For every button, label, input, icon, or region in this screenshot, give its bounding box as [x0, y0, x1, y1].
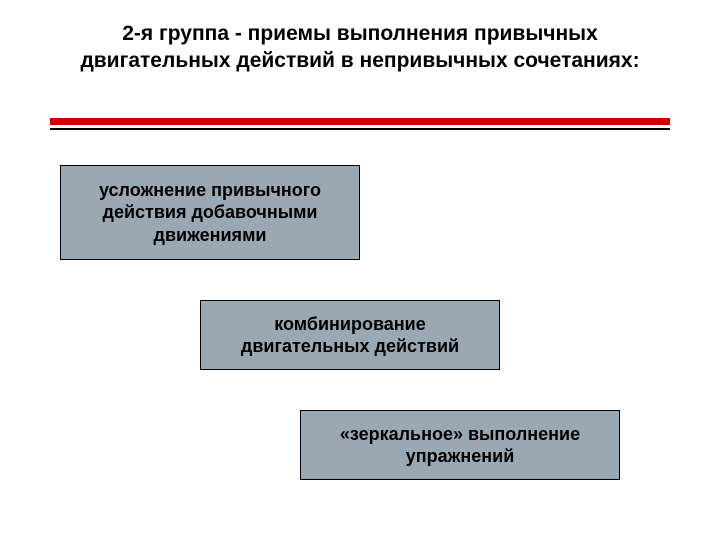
info-box-1-label: усложнение привычного действия добавочны…: [71, 179, 349, 247]
divider-thin: [50, 128, 670, 130]
slide-title: 2-я группа - приемы выполнения привычных…: [50, 20, 670, 75]
slide: 2-я группа - приемы выполнения привычных…: [0, 0, 720, 540]
info-box-1: усложнение привычного действия добавочны…: [60, 165, 360, 260]
info-box-3: «зеркальное» выполнение упражнений: [300, 410, 620, 480]
info-box-2-label: комбинирование двигательных действий: [211, 313, 489, 358]
info-box-3-label: «зеркальное» выполнение упражнений: [311, 423, 609, 468]
info-box-2: комбинирование двигательных действий: [200, 300, 500, 370]
divider-thick: [50, 118, 670, 125]
title-divider: [50, 118, 670, 130]
